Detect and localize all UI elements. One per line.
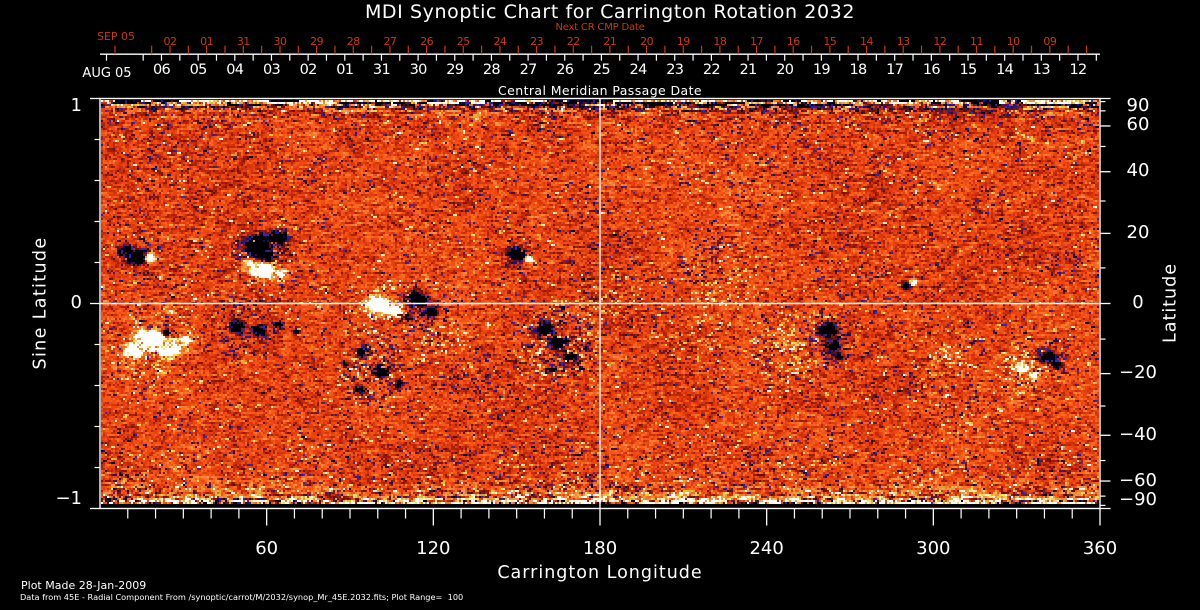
next-cr-day-label: 30 [273,35,287,48]
cmp-day-label: 20 [776,62,794,78]
data-source-note: Data from 45E - Radial Component From /s… [20,591,464,602]
next-cr-cmp-date-label: Next CR CMP Date [555,22,645,33]
cmp-day-label: 30 [409,62,428,78]
bottom-axis-title: Carrington Longitude [497,563,703,583]
cmp-day-label: 05 [189,62,208,78]
next-cr-day-label: 25 [456,35,471,48]
cmp-day-label: 17 [886,62,904,78]
cmp-day-label: 15 [959,62,977,78]
next-cr-day-label: 14 [860,35,874,48]
latitude-tick-label: 90 [1126,95,1150,116]
month-label: AUG 05 [82,66,132,81]
next-cr-day-label: 13 [896,35,911,48]
next-cr-day-label: 11 [970,35,984,48]
longitude-tick-label: 60 [255,538,279,559]
cmp-day-label: 29 [446,62,464,78]
latitude-tick-label: 60 [1126,114,1150,136]
next-cr-day-label: 19 [676,35,691,48]
next-cr-day-label: 29 [310,35,324,48]
cmp-day-label: 19 [812,62,831,78]
cmp-day-label: 01 [336,62,354,78]
next-cr-day-label: 26 [420,35,434,48]
longitude-tick-label: 120 [416,538,451,559]
latitude-tick-label: −60 [1119,469,1157,491]
next-cr-day-label: 10 [1006,35,1021,48]
cmp-day-label: 25 [592,62,611,78]
next-cr-day-label: 27 [383,35,397,48]
next-cr-day-label: 31 [236,35,251,48]
next-cr-day-label: 17 [750,35,764,48]
cmp-day-label: 24 [629,62,648,78]
latitude-tick-label: 20 [1126,221,1150,243]
sine-latitude-tick-label: 0 [70,292,82,313]
latitude-tick-label: −40 [1119,423,1157,445]
sine-latitude-tick-label: −1 [55,488,82,509]
chart-title: MDI Synoptic Chart for Carrington Rotati… [364,1,856,23]
cmp-day-label: 21 [739,62,758,78]
next-cr-day-label: 02 [163,35,178,48]
cmp-day-label: 13 [1032,62,1051,78]
next-cr-day-label: 01 [200,35,214,48]
cmp-day-label: 03 [262,62,281,78]
next-cr-day-label: 15 [823,35,837,48]
latitude-tick-label: 0 [1132,292,1144,313]
cmp-day-label: 12 [1069,62,1087,78]
sine-latitude-tick-label: 1 [70,95,82,116]
left-axis-title: Sine Latitude [30,236,51,370]
cmp-day-label: 16 [922,62,941,78]
next-cr-day-label: 20 [640,35,654,48]
cmp-day-label: 22 [702,62,721,78]
latitude-tick-label: −90 [1119,489,1157,510]
next-cr-day-label: 24 [493,35,507,48]
cmp-day-label: 04 [226,62,244,78]
longitude-tick-label: 180 [582,538,618,559]
plot-made-note: Plot Made 28-Jan-2009 [21,579,147,592]
next-cr-day-label: 09 [1043,35,1057,48]
cmp-day-label: 27 [519,62,538,78]
cmp-day-label: 14 [996,62,1014,78]
next-cr-day-label: 23 [530,35,544,48]
right-axis-title: Latitude [1160,262,1181,344]
cmp-day-label: 02 [299,62,318,78]
cmp-day-label: 28 [482,62,501,78]
latitude-tick-label: 40 [1126,160,1150,182]
cmp-day-label: 26 [556,62,574,78]
next-cr-day-label: 22 [566,35,581,48]
longitude-tick-label: 360 [1082,538,1118,559]
cmp-day-label: 06 [152,62,171,78]
next-cr-day-label: 18 [713,35,727,48]
cmp-date-axis-title: Central Meridian Passage Date [498,83,702,98]
next-cr-day-label: 28 [346,35,361,48]
next-cr-day-label: 21 [603,35,617,48]
next-month-label: SEP 05 [96,30,136,43]
longitude-tick-label: 300 [916,538,951,559]
longitude-tick-label: 240 [749,538,784,559]
cmp-day-label: 18 [849,62,868,78]
cmp-day-label: 31 [372,62,391,78]
next-cr-day-label: 16 [786,35,801,48]
cmp-day-label: 23 [666,62,684,78]
latitude-tick-label: −20 [1119,362,1157,384]
next-cr-day-label: 12 [933,35,947,48]
